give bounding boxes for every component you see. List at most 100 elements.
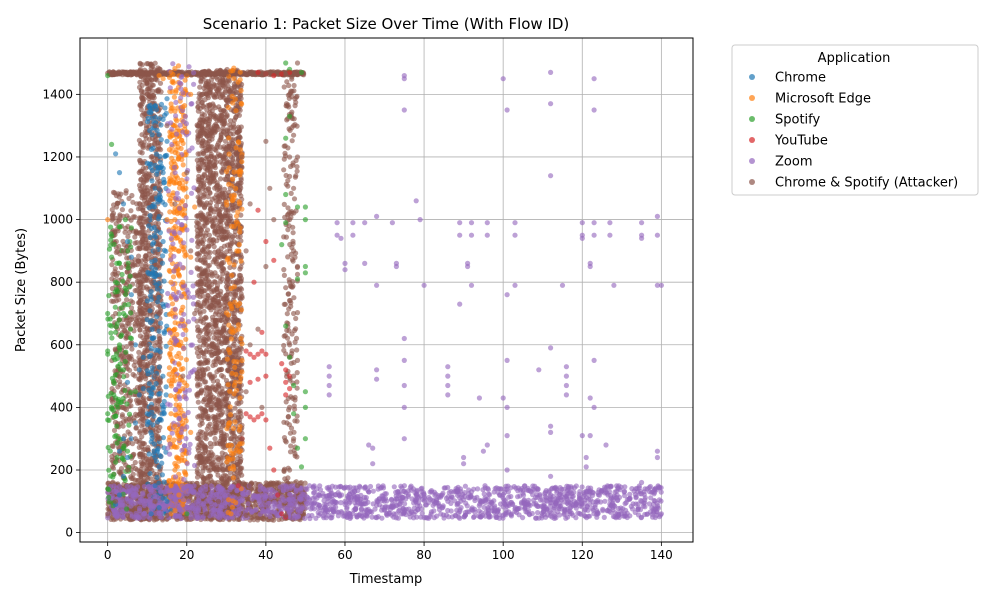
chrome-spotify-attacker-point <box>206 394 211 399</box>
chrome-spotify-attacker-point <box>125 234 130 239</box>
chrome-spotify-attacker-point <box>129 72 134 77</box>
chrome-spotify-attacker-point <box>218 176 223 181</box>
chrome-spotify-attacker-point <box>229 206 234 211</box>
chrome-spotify-attacker-point <box>142 348 147 353</box>
chrome-spotify-attacker-point <box>232 349 237 354</box>
chrome-spotify-attacker-point <box>137 138 142 143</box>
chrome-spotify-attacker-point <box>213 421 218 426</box>
chrome-spotify-attacker-point <box>196 448 201 453</box>
chrome-spotify-attacker-point <box>200 149 205 154</box>
chrome-spotify-attacker-point <box>228 291 233 296</box>
chrome-spotify-attacker-point <box>140 306 145 311</box>
chrome-spotify-attacker-point <box>231 152 236 157</box>
chrome-spotify-attacker-point <box>227 246 232 251</box>
chrome-spotify-attacker-point <box>226 318 231 323</box>
chrome-spotify-attacker-point <box>222 244 227 249</box>
chrome-spotify-attacker-point <box>197 253 202 258</box>
chrome-spotify-attacker-point <box>212 156 217 161</box>
chrome-spotify-attacker-point <box>202 361 207 366</box>
chrome-spotify-attacker-point <box>197 72 202 77</box>
chrome-spotify-attacker-point <box>154 340 159 345</box>
chrome-spotify-attacker-point <box>203 276 208 281</box>
chrome-spotify-attacker-point <box>203 83 208 88</box>
chrome-spotify-attacker-point <box>133 241 138 246</box>
chrome-spotify-attacker-point <box>228 213 233 218</box>
chrome-spotify-attacker-point <box>152 95 157 100</box>
chrome-spotify-attacker-point <box>221 146 226 151</box>
chrome-spotify-attacker-point <box>129 193 134 198</box>
chrome-spotify-attacker-point <box>199 413 204 418</box>
chrome-spotify-attacker-point <box>195 257 200 262</box>
chrome-spotify-attacker-point <box>222 323 227 328</box>
chrome-spotify-attacker-point <box>144 61 149 66</box>
chrome-spotify-attacker-point <box>207 116 212 121</box>
chrome-spotify-attacker-point <box>203 188 208 193</box>
chrome-spotify-attacker-point <box>140 322 145 327</box>
chrome-spotify-attacker-point <box>111 466 116 471</box>
chrome-spotify-attacker-point <box>148 476 153 481</box>
chrome-spotify-attacker-point <box>200 441 205 446</box>
chrome-spotify-attacker-point <box>145 256 150 261</box>
chrome-spotify-attacker-point <box>139 103 144 108</box>
chrome-spotify-attacker-point <box>117 379 122 384</box>
chrome-spotify-attacker-point <box>217 212 222 217</box>
chrome-spotify-attacker-point <box>218 413 223 418</box>
chrome-spotify-attacker-point <box>217 113 222 118</box>
chrome-spotify-attacker-point <box>142 192 147 197</box>
chrome-spotify-attacker-point <box>140 150 145 155</box>
chrome-spotify-attacker-point <box>205 134 210 139</box>
chrome-spotify-attacker-point <box>212 231 217 236</box>
chrome-spotify-attacker-point <box>124 255 129 260</box>
chrome-spotify-attacker-point <box>209 71 214 76</box>
chrome-spotify-attacker-point <box>205 386 210 391</box>
chrome-spotify-attacker-point <box>264 480 269 485</box>
chrome-spotify-attacker-point <box>198 319 203 324</box>
chrome-spotify-attacker-point <box>112 190 117 195</box>
chrome-spotify-attacker-point <box>147 137 152 142</box>
chrome-spotify-attacker-point <box>114 250 119 255</box>
chrome-spotify-attacker-point <box>212 244 217 249</box>
chrome-spotify-attacker-point <box>199 212 204 217</box>
chrome-spotify-attacker-point <box>238 388 243 393</box>
chrome-spotify-attacker-point <box>136 377 141 382</box>
chrome-spotify-attacker-point <box>139 434 144 439</box>
chrome-spotify-attacker-point <box>239 276 244 281</box>
chrome-spotify-attacker-point <box>230 234 235 239</box>
chrome-spotify-attacker-point <box>200 406 205 411</box>
chrome-spotify-attacker-point <box>157 333 162 338</box>
chrome-spotify-attacker-point <box>221 121 226 126</box>
chrome-spotify-attacker-point <box>198 79 203 84</box>
chrome-spotify-attacker-point <box>136 350 141 355</box>
chrome-spotify-attacker-point <box>214 369 219 374</box>
chrome-spotify-attacker-point <box>215 256 220 261</box>
chrome-spotify-attacker-point <box>136 279 141 284</box>
chrome-spotify-attacker-point <box>110 207 115 212</box>
chrome-spotify-attacker-point <box>215 473 220 478</box>
chrome-spotify-attacker-point <box>197 361 202 366</box>
chrome-spotify-attacker-point <box>231 342 236 347</box>
chrome-spotify-attacker-point <box>145 327 150 332</box>
chrome-spotify-attacker-point <box>219 339 224 344</box>
chrome-spotify-attacker-point <box>212 186 217 191</box>
chrome-spotify-attacker-point <box>203 230 208 235</box>
chrome-spotify-attacker-point <box>157 146 162 151</box>
chrome-spotify-attacker-point <box>133 288 138 293</box>
chrome-spotify-attacker-point <box>219 329 224 334</box>
chrome-spotify-attacker-point <box>201 104 206 109</box>
chrome-spotify-attacker-point <box>201 351 206 356</box>
chrome-spotify-attacker-point <box>220 126 225 131</box>
chrome-spotify-attacker-point <box>110 216 115 221</box>
chrome-spotify-attacker-point <box>214 203 219 208</box>
chrome-spotify-attacker-point <box>218 292 223 297</box>
chrome-spotify-attacker-point <box>218 279 223 284</box>
chrome-spotify-attacker-point <box>128 474 133 479</box>
chrome-spotify-attacker-point <box>196 134 201 139</box>
chrome-spotify-attacker-point <box>207 139 212 144</box>
chrome-spotify-attacker-point <box>204 156 209 161</box>
chrome-spotify-attacker-point <box>201 281 206 286</box>
chrome-spotify-attacker-point <box>139 88 144 93</box>
chrome-spotify-attacker-point <box>196 151 201 156</box>
chrome-spotify-attacker-point <box>215 326 220 331</box>
chrome-spotify-attacker-point <box>213 312 218 317</box>
chrome-spotify-attacker-point <box>137 290 142 295</box>
